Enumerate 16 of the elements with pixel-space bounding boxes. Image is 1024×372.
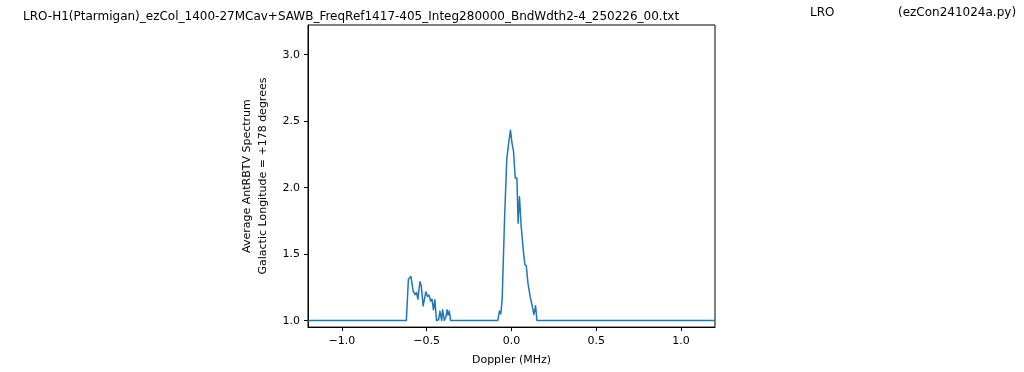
text: LRO	[810, 5, 835, 19]
line-series	[307, 129, 716, 322]
x-tick-label: 0.0	[502, 334, 521, 348]
x-tick-label: 1.0	[672, 334, 690, 348]
text: (ezCon241024a.py)	[898, 5, 1017, 19]
y-tick-label: 2.5	[282, 114, 300, 128]
x-axis-title: Doppler (MHz)	[471, 352, 552, 366]
x-tick-label: 0.5	[587, 334, 606, 348]
y-axis-title: Average AntRBTV Spectrum Galactic Longitude = +178 degrees	[239, 77, 269, 275]
y-tick-label: 1.5	[282, 247, 300, 261]
x-tick-label: −0.5	[413, 334, 441, 348]
chart-title: LRO-H1(Ptarmigan)_ezCol_1400-27MCav+SAWB_FreqRef1417-405_Integ280000_BndWdth2-4_250226_00.txt	[23, 9, 680, 23]
y-tick-label: 1.0	[282, 313, 300, 327]
y-tick-label: 2.0	[282, 180, 300, 194]
x-tick-label: −1.0	[328, 334, 356, 348]
y-tick-label: 3.0	[282, 47, 300, 61]
